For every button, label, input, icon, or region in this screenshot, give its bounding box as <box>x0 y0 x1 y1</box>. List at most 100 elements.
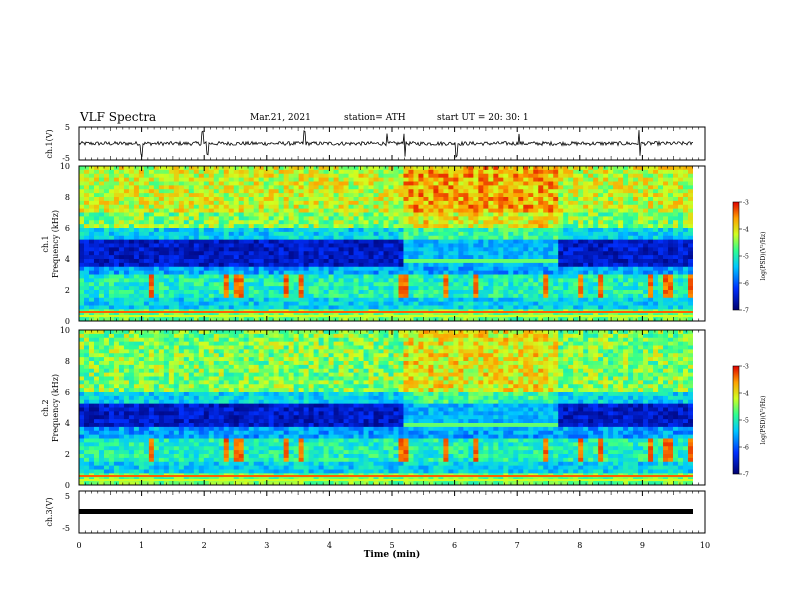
spec-cell <box>398 259 404 264</box>
spec-cell <box>563 251 569 256</box>
spec-cell <box>243 262 250 268</box>
spec-cell <box>388 297 394 303</box>
spec-cell <box>138 282 145 287</box>
spec-cell <box>588 189 594 194</box>
spec-cell <box>598 297 604 303</box>
spec-cell <box>443 169 449 175</box>
spec-cell <box>198 173 205 179</box>
spec-cell <box>183 189 190 194</box>
spec-cell <box>133 262 140 268</box>
spec-cell <box>193 255 200 260</box>
spec-cell <box>468 270 474 275</box>
spec-cell <box>573 239 579 244</box>
spec-cell <box>673 189 679 194</box>
spec-cell <box>248 169 255 175</box>
spec-cell <box>268 216 275 221</box>
spec-cell <box>138 239 145 244</box>
spec-cell <box>198 278 205 283</box>
spec-cell <box>638 169 644 175</box>
spec-cell <box>433 247 439 252</box>
spec-cell <box>153 270 160 275</box>
spec-cell <box>313 212 320 217</box>
spec-cell <box>633 200 639 206</box>
spec-cell <box>273 235 280 241</box>
spec-cell <box>318 259 324 264</box>
spec-cell <box>158 290 165 295</box>
spec-cell <box>83 278 90 283</box>
spec-cell <box>658 247 664 252</box>
spec-cell <box>338 173 344 179</box>
spec-cell <box>538 305 544 310</box>
spec-cell <box>393 189 399 194</box>
spec-cell <box>643 169 649 175</box>
spec-cell <box>173 262 180 268</box>
spec-cell <box>283 262 290 268</box>
spec-cell <box>263 181 270 186</box>
spec-cell <box>238 274 245 279</box>
spec-cell <box>93 266 100 272</box>
spec-cell <box>123 197 130 202</box>
spec-cell <box>168 290 175 295</box>
spec-cell <box>113 193 120 198</box>
spec-cell <box>348 177 354 182</box>
spec-cell <box>638 251 644 256</box>
spec-cell <box>263 286 270 291</box>
spec-cell <box>103 212 110 217</box>
spec-cell <box>438 247 444 252</box>
spec-cell <box>603 282 609 287</box>
spec-cell <box>568 224 574 229</box>
spec-cell <box>558 228 564 233</box>
spec-cell <box>243 200 250 206</box>
spec-cell <box>183 278 190 283</box>
spec-cell <box>368 305 374 310</box>
spec-cell <box>653 251 659 256</box>
spec-cell <box>638 286 644 291</box>
spec-cell <box>388 200 394 206</box>
spec-cell <box>563 255 569 260</box>
spec-cell <box>283 255 290 260</box>
spec-cell <box>293 239 300 244</box>
spec-cell <box>548 255 554 260</box>
spec-cell <box>178 204 185 210</box>
spec-cell <box>498 204 504 210</box>
spec-cell <box>443 266 449 272</box>
spec-cell <box>218 235 225 241</box>
spec-cell <box>488 293 494 299</box>
spec-cell <box>588 220 594 225</box>
spec-cell <box>308 255 315 260</box>
spec-cell <box>528 200 534 206</box>
spec-cell <box>298 266 305 272</box>
spec-cell <box>618 317 624 322</box>
spec-cell <box>93 259 100 264</box>
spec-cell <box>283 228 290 233</box>
spec-cell <box>123 297 130 303</box>
spec-cell <box>253 301 260 306</box>
spec-cell <box>193 231 200 237</box>
spec-cell <box>493 220 499 225</box>
spec-cell <box>443 274 449 279</box>
spec-cell <box>648 243 654 248</box>
spec-cell <box>458 189 464 194</box>
spec-cell <box>148 169 155 175</box>
spec-cell <box>263 204 270 210</box>
spec-cell <box>228 228 235 233</box>
spec-cell <box>438 270 444 275</box>
spec-cell <box>163 177 170 182</box>
spec-cell <box>213 228 220 233</box>
spec-cell <box>638 216 644 221</box>
spec-cell <box>138 243 145 248</box>
spec-cell <box>343 247 349 252</box>
spec-cell <box>483 231 489 237</box>
spec-cell <box>618 224 624 229</box>
spec-cell <box>103 177 110 182</box>
spec-cell <box>518 293 524 299</box>
spec-cell <box>223 274 230 279</box>
spec-cell <box>468 216 474 221</box>
spec-cell <box>323 166 329 171</box>
spec-cell <box>468 220 474 225</box>
spec-cell <box>633 239 639 244</box>
spec-cell <box>488 317 494 322</box>
spec-cell <box>393 301 399 306</box>
spec-cell <box>593 235 599 241</box>
spec-cell <box>233 255 240 260</box>
